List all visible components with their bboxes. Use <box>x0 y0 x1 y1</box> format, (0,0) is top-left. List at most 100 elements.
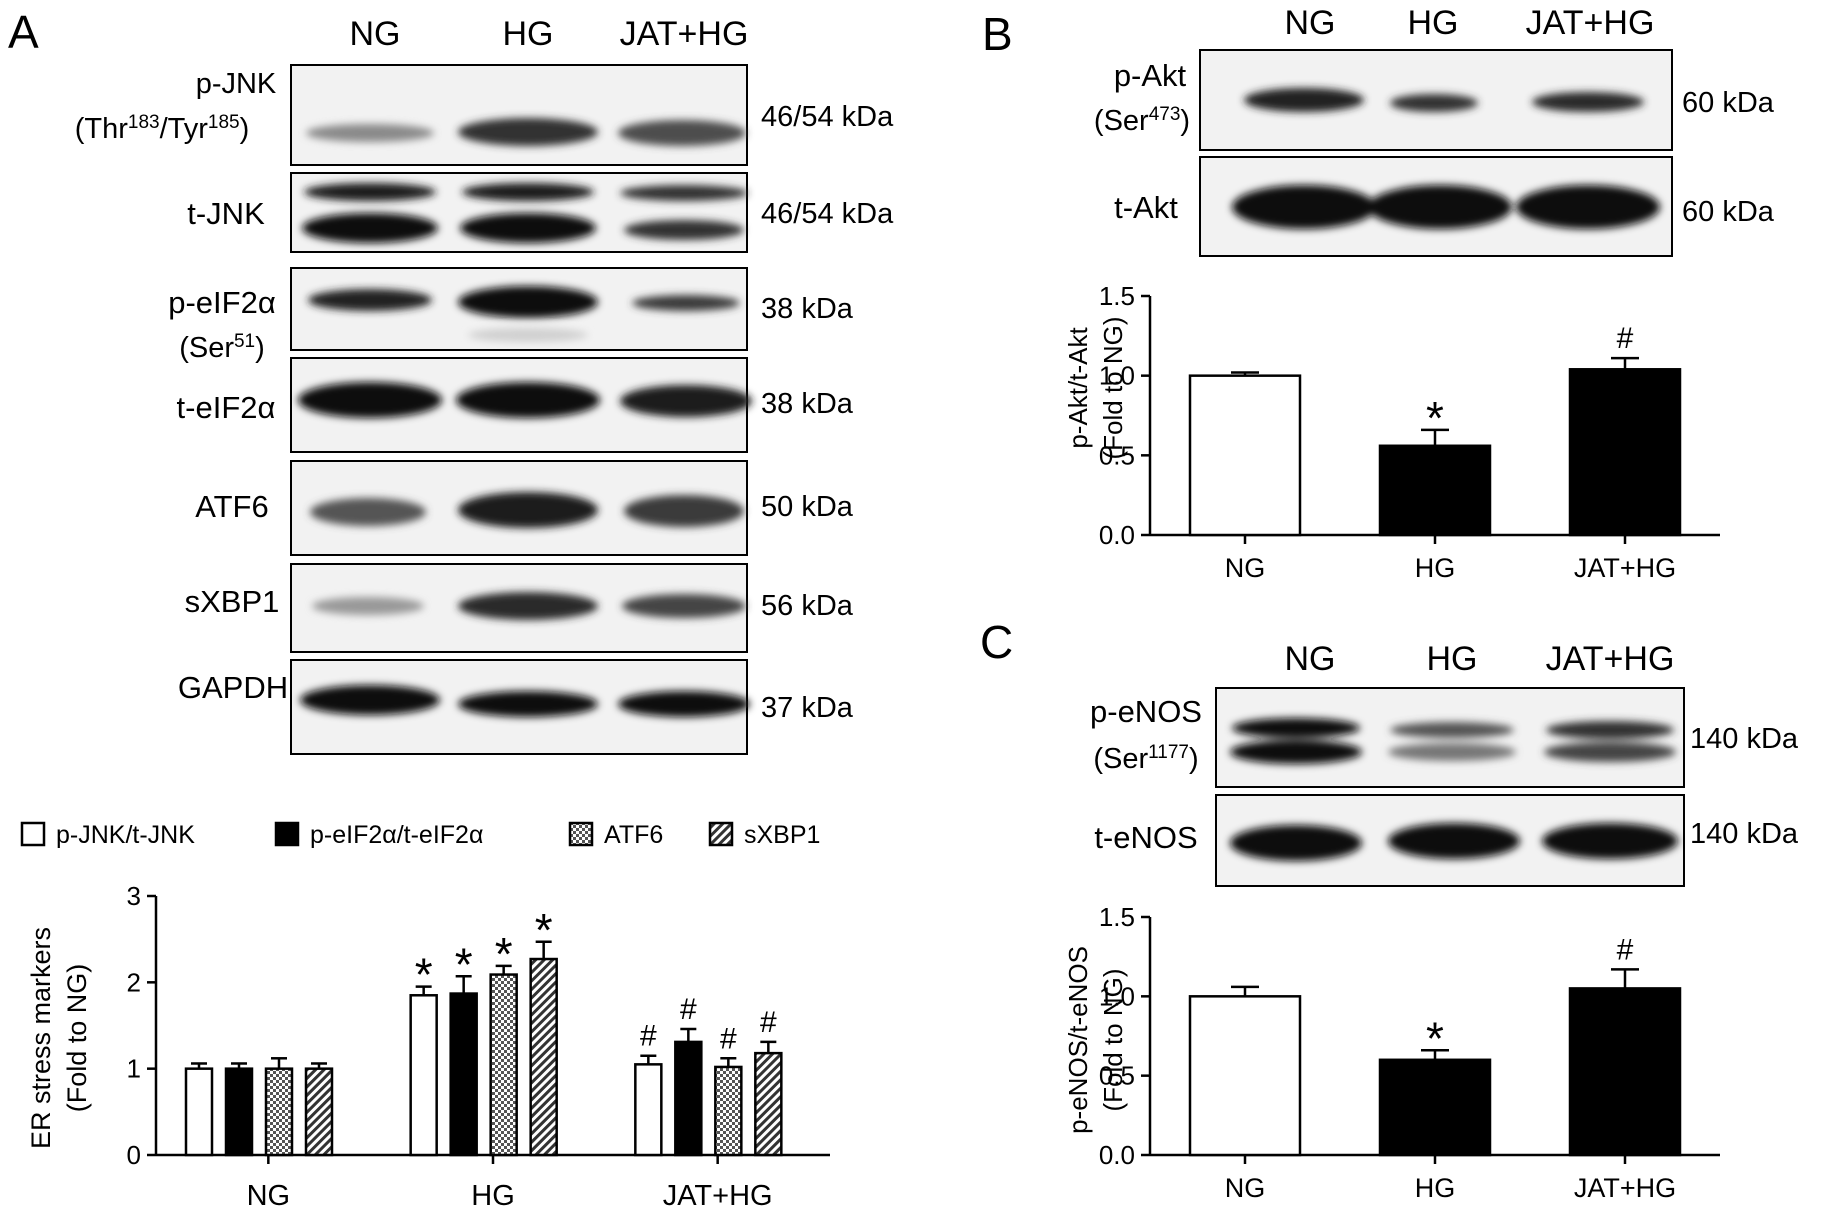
bar <box>184 1067 214 1157</box>
bar <box>714 1065 743 1157</box>
legend-label-atf6: ATF6 <box>604 821 663 849</box>
kda-t-eif2a: 38 kDa <box>761 388 854 420</box>
significance-mark: # <box>760 1006 777 1039</box>
blot-label-t-eif2a: t-eIF2α <box>177 390 276 425</box>
significance-mark: # <box>1617 322 1634 355</box>
blot-label-p-jnk: p-JNK <box>196 68 277 100</box>
y-tick-label: 0.5 <box>1099 1061 1135 1091</box>
bar <box>1188 995 1302 1157</box>
bar <box>304 1067 334 1157</box>
legend-swatch-p-jnk <box>20 821 46 847</box>
y-tick-label: 2 <box>127 967 141 997</box>
y-tick-label: 1.5 <box>1099 281 1135 311</box>
blot-label-p-enos-site: (Ser1177) <box>1093 742 1198 776</box>
y-tick-label: 1.5 <box>1099 902 1135 932</box>
chart-b-ylabel2: (Fold to NG) <box>1098 316 1128 459</box>
legend-swatch-p-eif2a <box>274 821 300 847</box>
significance-mark: # <box>680 993 697 1026</box>
blot-label-t-akt: t-Akt <box>1114 190 1178 225</box>
y-tick-label: 0.0 <box>1099 520 1135 550</box>
kda-gapdh: 37 kDa <box>761 692 854 724</box>
panel-a-lane-hg: HG <box>503 15 554 53</box>
x-tick-label: NG <box>1225 553 1266 583</box>
chart-b: 0.0 0.5 1.0 1.5 NG HG * JAT+HG # <box>1099 281 1720 583</box>
significance-mark: # <box>1617 933 1634 966</box>
x-tick-label: NG <box>247 1180 291 1212</box>
legend-label-p-jnk: p-JNK/t-JNK <box>56 821 195 849</box>
blot-sxbp1 <box>290 563 748 653</box>
kda-t-akt: 60 kDa <box>1682 196 1775 228</box>
kda-p-akt: 60 kDa <box>1682 87 1775 119</box>
significance-mark: * <box>455 938 473 990</box>
bar <box>264 1067 294 1157</box>
x-tick-label: NG <box>1225 1173 1266 1203</box>
blot-t-jnk <box>290 172 748 253</box>
kda-p-enos: 140 kDa <box>1690 723 1799 755</box>
significance-mark: # <box>640 1020 657 1053</box>
blot-p-akt <box>1199 49 1673 151</box>
legend-label-p-eif2a: p-eIF2α/t-eIF2α <box>310 821 483 849</box>
blot-label-p-eif2a-site: (Ser51) <box>179 331 265 365</box>
blot-label-p-jnk-site: (Thr183/Tyr185) <box>75 112 250 146</box>
chart-c: 0.0 0.5 1.0 1.5 NG HG * JAT+HG # <box>1099 902 1720 1203</box>
panel-b-lane-hg: HG <box>1408 4 1459 42</box>
legend-label-sxbp1: sXBP1 <box>744 821 820 849</box>
significance-mark: * <box>415 949 433 1001</box>
panel-letter-b: B <box>982 8 1013 60</box>
bar <box>754 1051 783 1157</box>
y-tick-label: 0.0 <box>1099 1140 1135 1170</box>
blot-label-sxbp1: sXBP1 <box>185 584 280 619</box>
bar <box>1378 444 1492 537</box>
chart-c-ylabel: p-eNOS/t-eNOS <box>1063 946 1093 1134</box>
blot-label-t-enos: t-eNOS <box>1094 820 1197 855</box>
significance-mark: * <box>535 904 553 956</box>
y-tick-label: 1 <box>127 1054 141 1084</box>
chart-a-ylabel: ER stress markers <box>26 927 56 1149</box>
legend-swatch-sxbp1 <box>708 821 734 847</box>
blot-label-p-eif2a: p-eIF2α <box>168 285 276 320</box>
kda-sxbp1: 56 kDa <box>761 590 854 622</box>
x-tick-label: HG <box>1415 553 1456 583</box>
bar <box>489 973 518 1157</box>
chart-a: 0 1 2 3 NG HG * * * * JAT+HG # # # # <box>127 881 830 1212</box>
kda-p-jnk: 46/54 kDa <box>761 101 894 133</box>
blot-gapdh <box>290 659 750 755</box>
panel-a-lane-ng: NG <box>350 15 401 53</box>
kda-t-jnk: 46/54 kDa <box>761 198 894 230</box>
significance-mark: * <box>1426 392 1444 444</box>
panel-c-lane-ng: NG <box>1285 640 1336 678</box>
x-tick-label: JAT+HG <box>1574 1173 1676 1203</box>
bar <box>224 1067 254 1157</box>
panel-b-lane-ng: NG <box>1285 4 1336 42</box>
blot-label-t-jnk: t-JNK <box>187 196 265 231</box>
bar <box>634 1063 663 1157</box>
panel-a-lane-jat-hg: JAT+HG <box>620 15 749 53</box>
blot-p-jnk <box>290 64 748 166</box>
blot-label-atf6: ATF6 <box>195 489 269 524</box>
bar <box>674 1040 703 1157</box>
bar <box>1378 1058 1492 1157</box>
x-tick-label: HG <box>471 1180 515 1212</box>
significance-mark: * <box>1426 1012 1444 1064</box>
x-tick-label: HG <box>1415 1173 1456 1203</box>
y-tick-label: 3 <box>127 881 141 911</box>
y-tick-label: 0.5 <box>1099 440 1135 470</box>
legend-a: p-JNK/t-JNK p-eIF2α/t-eIF2α ATF6 sXBP1 <box>20 821 820 849</box>
panel-letter-c: C <box>980 616 1013 668</box>
blot-label-p-enos: p-eNOS <box>1090 694 1202 729</box>
blot-t-eif2a <box>290 357 752 453</box>
panel-b-lane-jat-hg: JAT+HG <box>1526 4 1655 42</box>
blot-label-p-akt-site: (Ser473) <box>1094 104 1190 138</box>
y-tick-label: 1.0 <box>1099 981 1135 1011</box>
legend-swatch-atf6 <box>568 821 594 847</box>
blot-p-eif2a <box>290 267 748 351</box>
blot-label-gapdh: GAPDH <box>178 670 288 705</box>
chart-a-ylabel2: (Fold to NG) <box>62 964 92 1113</box>
blot-t-akt <box>1199 156 1673 257</box>
kda-p-eif2a: 38 kDa <box>761 293 854 325</box>
bar <box>409 994 438 1157</box>
chart-b-ylabel: p-Akt/t-Akt <box>1063 327 1093 449</box>
significance-mark: * <box>495 928 513 980</box>
bar <box>1568 368 1682 537</box>
